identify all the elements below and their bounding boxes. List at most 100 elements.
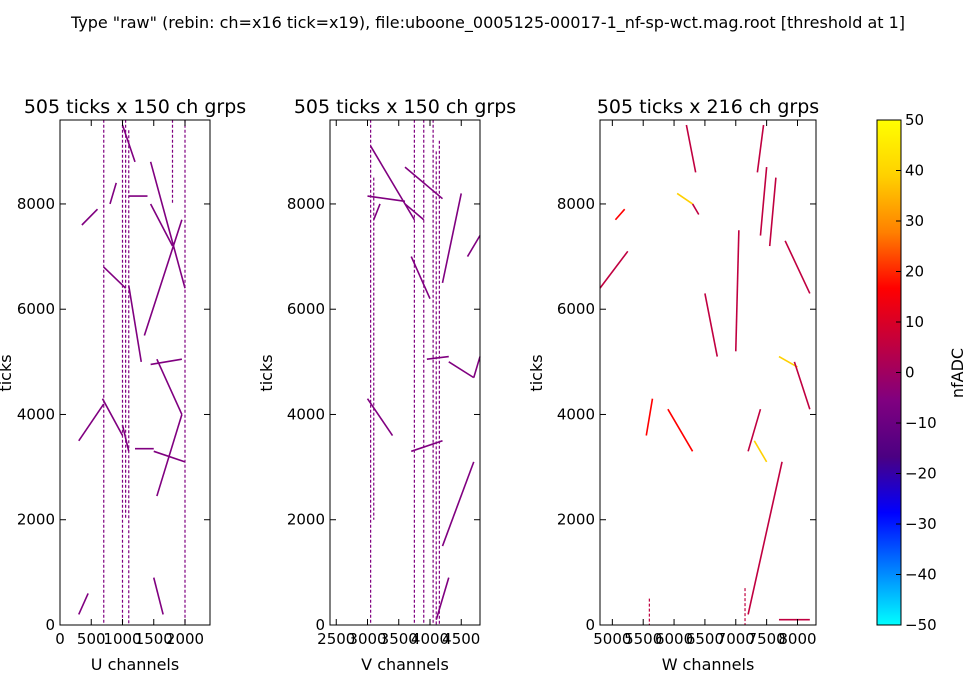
panel-u-marks (78, 119, 186, 625)
track-segment (685, 124, 697, 173)
x-tick-label: 2500 (317, 630, 355, 648)
x-tick-label: 1000 (103, 630, 141, 648)
colorbar-tick-label: 0 (905, 364, 915, 382)
track-segment (426, 355, 449, 361)
track-segment (614, 208, 626, 221)
colorbar-tick-label: −10 (905, 414, 937, 432)
colorbar-tick-label: 10 (905, 313, 924, 331)
x-tick-label: 4000 (411, 630, 449, 648)
panel-w-xlabel: W channels (662, 655, 755, 674)
panel-v-title: 505 ticks x 150 ch grps (294, 96, 516, 118)
panel-v-marks (366, 119, 481, 625)
panel-v-xlabel: V channels (361, 655, 449, 674)
track-segment (109, 182, 118, 205)
x-tick-label: 7500 (748, 630, 786, 648)
track-segment (103, 266, 127, 289)
x-tick-label: 6500 (686, 630, 724, 648)
track-segment (472, 356, 481, 378)
track-segment (369, 145, 416, 221)
figure-title: Type "raw" (rebin: ch=x16 tick=x19), fil… (70, 13, 905, 33)
panel-u-ylabel: ticks (0, 354, 15, 391)
track-segment (448, 361, 475, 379)
y-tick-label: 6000 (557, 300, 595, 318)
x-tick-label: 3500 (380, 630, 418, 648)
y-tick-label: 8000 (287, 195, 325, 213)
track-segment (599, 250, 629, 289)
track-segment (793, 361, 811, 410)
track-segment (441, 461, 475, 547)
panel-w-frame (599, 119, 817, 626)
track-segment (756, 124, 765, 173)
x-tick-label: 1500 (135, 630, 173, 648)
track-segment (768, 177, 777, 247)
track-segment (784, 240, 811, 294)
colorbar-tick-label: −20 (905, 465, 937, 483)
colorbar-tick-label: −40 (905, 566, 937, 584)
panel-u-frame (59, 119, 211, 626)
track-segment (404, 166, 444, 200)
track-segment (778, 355, 798, 368)
x-tick-label: 6000 (655, 630, 693, 648)
x-tick-label: 500 (77, 630, 106, 648)
colorbar-tick-label: 50 (905, 111, 924, 129)
panel-u: 505 ticks x 150 ch grps 0 500100015002000… (0, 96, 246, 674)
track-segment (667, 408, 694, 452)
panel-w-ylabel: ticks (527, 354, 546, 391)
track-segment (435, 577, 450, 620)
track-segment (153, 450, 186, 463)
panel-u-yticks: 0 2000 4000 6000 8000 (17, 195, 210, 634)
track-segment (156, 358, 183, 415)
y-tick-label: 4000 (17, 405, 55, 423)
y-tick-label: 0 (45, 616, 55, 634)
track-segment (121, 124, 136, 163)
track-segment (759, 167, 768, 236)
x-tick-label: 2000 (166, 630, 204, 648)
track-segment (366, 398, 394, 436)
track-segment (704, 293, 719, 357)
track-segment (404, 203, 425, 221)
y-tick-label: 0 (315, 616, 325, 634)
y-tick-label: 2000 (557, 511, 595, 529)
panel-u-title: 505 ticks x 150 ch grps (24, 96, 246, 118)
y-tick-label: 6000 (17, 300, 55, 318)
panel-v: 505 ticks x 150 ch grps 2500300035004000… (257, 96, 516, 674)
x-tick-label: 5500 (624, 630, 662, 648)
panel-w-title: 505 ticks x 216 ch grps (597, 96, 819, 118)
x-tick-label: 5000 (593, 630, 631, 648)
y-tick-label: 6000 (287, 300, 325, 318)
panel-v-frame (329, 119, 481, 626)
y-tick-label: 8000 (17, 195, 55, 213)
y-tick-label: 8000 (557, 195, 595, 213)
colorbar-tick-label: −30 (905, 515, 937, 533)
x-tick-label: 8000 (778, 630, 816, 648)
track-segment (152, 577, 164, 615)
panel-v-ylabel: ticks (257, 354, 276, 391)
y-tick-label: 2000 (287, 511, 325, 529)
track-segment (466, 235, 481, 257)
x-tick-label: 4500 (442, 630, 480, 648)
track-segment (101, 398, 124, 436)
track-segment (747, 461, 783, 615)
track-segment (127, 285, 143, 362)
track-segment (78, 593, 89, 615)
track-segment (410, 440, 443, 453)
y-tick-label: 4000 (557, 405, 595, 423)
track-segment (81, 208, 99, 226)
colorbar-tick-label: 30 (905, 212, 924, 230)
track-segment (156, 414, 183, 497)
track-segment (645, 398, 654, 436)
track-segment (691, 203, 700, 215)
panel-v-yticks: 0 2000 4000 6000 8000 (287, 195, 480, 634)
colorbar: 50 40 30 20 10 0 −10 −20 −30 −40 −50 nfADC (876, 111, 967, 634)
track-segment (121, 424, 130, 452)
panel-w-yticks: 0 2000 4000 6000 8000 (557, 195, 816, 634)
colorbar-ticks: 50 40 30 20 10 0 −10 −20 −30 −40 −50 (896, 111, 937, 634)
panel-w: 505 ticks x 216 ch grps 5000550060006500… (527, 96, 819, 674)
track-segment (373, 203, 381, 221)
x-tick-label: 0 (55, 630, 65, 648)
track-segment (367, 195, 406, 203)
track-segment (676, 192, 694, 205)
